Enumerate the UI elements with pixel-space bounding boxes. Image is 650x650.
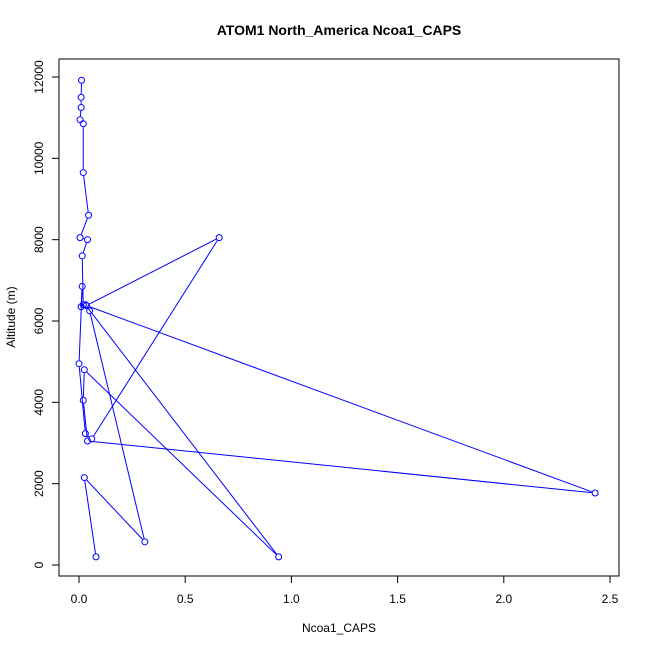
- series-segment: [82, 242, 87, 253]
- chart-title: ATOM1 North_America Ncoa1_CAPS: [217, 22, 462, 38]
- data-point: [79, 169, 87, 177]
- series-segment: [80, 289, 83, 304]
- y-tick-label: 6000: [32, 307, 46, 334]
- x-tick-label: 0.0: [71, 592, 88, 606]
- data-point: [88, 435, 96, 443]
- data-point: [79, 301, 87, 309]
- plot-frame: [58, 58, 620, 577]
- series-segment: [81, 259, 84, 302]
- series-segment: [87, 307, 277, 555]
- series-segment: [80, 218, 88, 235]
- data-point: [76, 234, 84, 242]
- data-point: [83, 437, 91, 445]
- series-segment: [89, 314, 145, 539]
- data-point: [86, 307, 94, 315]
- series-segment: [86, 479, 143, 540]
- data-point: [275, 553, 283, 561]
- data-point: [81, 301, 89, 309]
- data-point: [83, 236, 91, 244]
- x-tick-label: 0.5: [177, 592, 194, 606]
- data-point: [76, 116, 84, 124]
- series-segment: [90, 440, 592, 494]
- data-point: [75, 360, 83, 368]
- data-point: [92, 553, 100, 561]
- data-point: [78, 282, 86, 290]
- series-markers: [75, 76, 599, 561]
- series-segment: [93, 240, 218, 437]
- data-point: [141, 538, 149, 546]
- y-tick-label: 2000: [32, 470, 46, 497]
- y-tick-label: 8000: [32, 226, 46, 253]
- series-segment: [83, 403, 88, 438]
- data-point: [77, 303, 85, 311]
- data-point: [81, 430, 89, 438]
- y-axis: 0 2000 4000 6000 8000 10000 12000: [32, 60, 60, 568]
- data-point: [80, 474, 88, 482]
- series-segment: [78, 367, 86, 431]
- data-point: [79, 396, 87, 404]
- data-point: [80, 366, 88, 374]
- series-segment: [84, 480, 96, 554]
- y-tick-label: 4000: [32, 389, 46, 416]
- series-segment: [89, 238, 217, 305]
- data-point: [78, 252, 86, 260]
- x-tick-label: 2.0: [495, 592, 512, 606]
- y-tick-label: 10000: [32, 141, 46, 175]
- data-point: [77, 93, 85, 101]
- x-tick-label: 1.5: [389, 592, 406, 606]
- series-segment: [87, 435, 90, 438]
- y-axis-label: Altitude (m): [4, 286, 18, 347]
- x-tick-label: 2.5: [602, 592, 619, 606]
- series-segment: [86, 371, 277, 555]
- x-axis-label: Ncoa1_CAPS: [302, 621, 376, 635]
- data-point: [591, 489, 599, 497]
- series-line: [78, 83, 593, 555]
- data-point: [215, 234, 223, 242]
- data-point: [78, 76, 86, 84]
- y-tick-label: 12000: [32, 60, 46, 94]
- series-segment: [89, 306, 593, 493]
- series-segment: [82, 373, 85, 397]
- data-point: [85, 211, 93, 219]
- y-tick-label: 0: [32, 561, 46, 568]
- series-segment: [83, 175, 89, 212]
- x-tick-label: 1.0: [283, 592, 300, 606]
- data-point: [79, 120, 87, 128]
- data-point: [77, 104, 85, 111]
- x-axis: 0.0 0.5 1.0 1.5 2.0 2.5: [71, 575, 619, 606]
